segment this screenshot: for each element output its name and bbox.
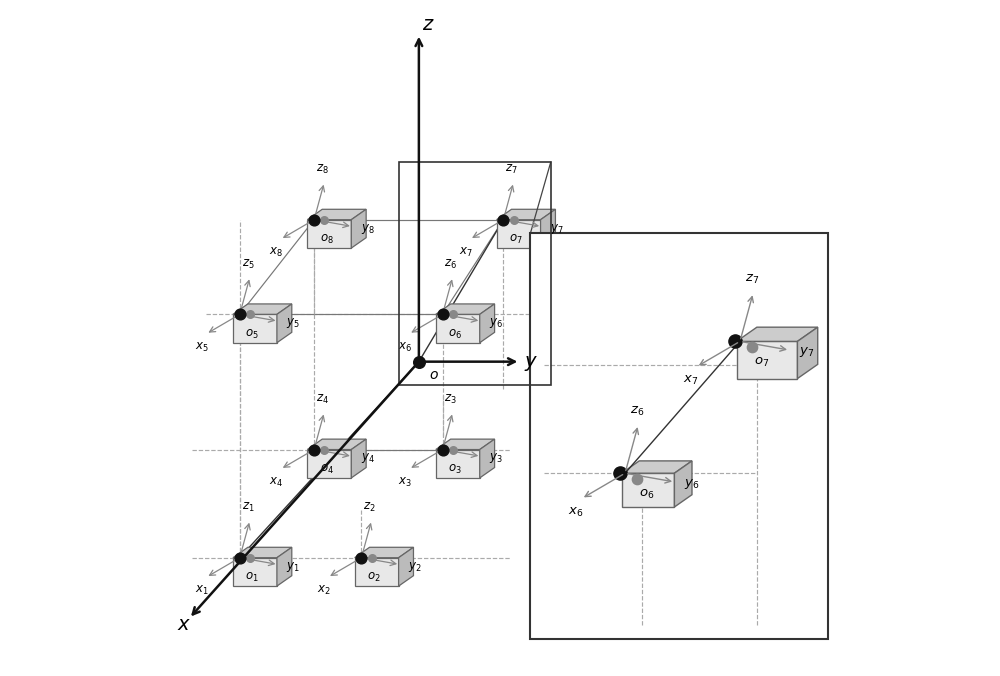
- Point: [727, 336, 743, 347]
- Text: $z_{7}$: $z_{7}$: [745, 273, 759, 287]
- Text: $o_{6}$: $o_{6}$: [639, 488, 654, 501]
- Text: $o_{6}$: $o_{6}$: [448, 328, 462, 341]
- Point: [744, 341, 760, 352]
- Polygon shape: [436, 304, 495, 314]
- Text: $y_{7}$: $y_{7}$: [550, 222, 564, 235]
- Point: [232, 552, 248, 563]
- Point: [242, 309, 258, 320]
- Point: [629, 473, 645, 484]
- Text: $z_{7}$: $z_{7}$: [505, 164, 518, 176]
- Bar: [399, 162, 551, 385]
- Bar: [530, 233, 828, 639]
- Point: [445, 309, 461, 320]
- Polygon shape: [351, 439, 366, 478]
- Polygon shape: [674, 461, 692, 507]
- Point: [306, 444, 322, 455]
- Text: $z_{3}$: $z_{3}$: [444, 393, 457, 406]
- Text: $x_{1}$: $x_{1}$: [195, 584, 209, 598]
- Point: [445, 444, 461, 455]
- Polygon shape: [737, 341, 797, 379]
- Polygon shape: [233, 548, 292, 558]
- Text: $z_{2}$: $z_{2}$: [363, 502, 376, 514]
- Polygon shape: [355, 558, 399, 586]
- Polygon shape: [480, 304, 495, 343]
- Text: $o_{4}$: $o_{4}$: [320, 463, 333, 476]
- Text: $x_{6}$: $x_{6}$: [568, 506, 584, 518]
- Text: $o_{8}$: $o_{8}$: [320, 233, 333, 246]
- Text: $y_{8}$: $y_{8}$: [361, 222, 375, 235]
- Polygon shape: [497, 220, 541, 248]
- Text: $o_{1}$: $o_{1}$: [245, 571, 259, 584]
- Polygon shape: [277, 304, 292, 343]
- Text: $o_{2}$: $o_{2}$: [367, 571, 380, 584]
- Polygon shape: [277, 548, 292, 586]
- Polygon shape: [436, 450, 480, 478]
- Point: [232, 309, 248, 320]
- Text: $o_{3}$: $o_{3}$: [448, 463, 462, 476]
- Text: $z_{6}$: $z_{6}$: [444, 258, 457, 271]
- Text: $z_{4}$: $z_{4}$: [316, 393, 329, 406]
- Point: [411, 356, 427, 367]
- Point: [612, 468, 628, 479]
- Text: $y_{3}$: $y_{3}$: [489, 452, 503, 465]
- Text: $y_{1}$: $y_{1}$: [286, 560, 300, 573]
- Polygon shape: [307, 210, 366, 220]
- Text: $y_{6}$: $y_{6}$: [684, 477, 699, 491]
- Point: [364, 552, 380, 563]
- Polygon shape: [233, 304, 292, 314]
- Polygon shape: [737, 327, 818, 341]
- Polygon shape: [307, 439, 366, 450]
- Point: [316, 214, 332, 225]
- Text: $z_{8}$: $z_{8}$: [316, 164, 329, 176]
- Text: $z_{5}$: $z_{5}$: [242, 258, 254, 271]
- Text: $o_{7}$: $o_{7}$: [509, 233, 522, 246]
- Text: $x$: $x$: [177, 615, 191, 634]
- Polygon shape: [541, 210, 555, 248]
- Polygon shape: [355, 548, 413, 558]
- Point: [316, 444, 332, 455]
- Text: $x_{8}$: $x_{8}$: [269, 246, 283, 260]
- Text: $o$: $o$: [429, 368, 439, 381]
- Point: [435, 444, 451, 455]
- Text: $x_{3}$: $x_{3}$: [398, 476, 412, 489]
- Polygon shape: [797, 327, 818, 379]
- Polygon shape: [622, 473, 674, 507]
- Text: $x_{4}$: $x_{4}$: [269, 476, 283, 489]
- Point: [495, 214, 511, 225]
- Polygon shape: [622, 461, 692, 473]
- Polygon shape: [399, 548, 413, 586]
- Polygon shape: [436, 314, 480, 343]
- Text: $x_{7}$: $x_{7}$: [459, 246, 472, 260]
- Text: $z_{6}$: $z_{6}$: [630, 405, 644, 418]
- Text: $x_{2}$: $x_{2}$: [317, 584, 330, 598]
- Polygon shape: [307, 220, 351, 248]
- Polygon shape: [307, 450, 351, 478]
- Text: $x_{6}$: $x_{6}$: [398, 341, 412, 354]
- Text: $o_{7}$: $o_{7}$: [754, 356, 769, 369]
- Polygon shape: [351, 210, 366, 248]
- Point: [506, 214, 522, 225]
- Text: $y_{5}$: $y_{5}$: [286, 316, 300, 330]
- Polygon shape: [233, 558, 277, 586]
- Point: [435, 309, 451, 320]
- Polygon shape: [480, 439, 495, 478]
- Polygon shape: [497, 210, 555, 220]
- Point: [306, 214, 322, 225]
- Polygon shape: [233, 314, 277, 343]
- Text: $x_{5}$: $x_{5}$: [195, 341, 209, 354]
- Polygon shape: [436, 439, 495, 450]
- Text: $z_{1}$: $z_{1}$: [242, 502, 254, 514]
- Text: $x_{7}$: $x_{7}$: [683, 374, 698, 387]
- Text: $y_{6}$: $y_{6}$: [489, 316, 503, 330]
- Point: [353, 552, 369, 563]
- Text: $y_{7}$: $y_{7}$: [799, 345, 814, 359]
- Text: $y_{2}$: $y_{2}$: [408, 560, 422, 573]
- Text: $z$: $z$: [422, 16, 435, 34]
- Point: [242, 552, 258, 563]
- Text: $y$: $y$: [524, 354, 538, 373]
- Text: $y_{4}$: $y_{4}$: [361, 452, 375, 465]
- Text: $o_{5}$: $o_{5}$: [245, 328, 259, 341]
